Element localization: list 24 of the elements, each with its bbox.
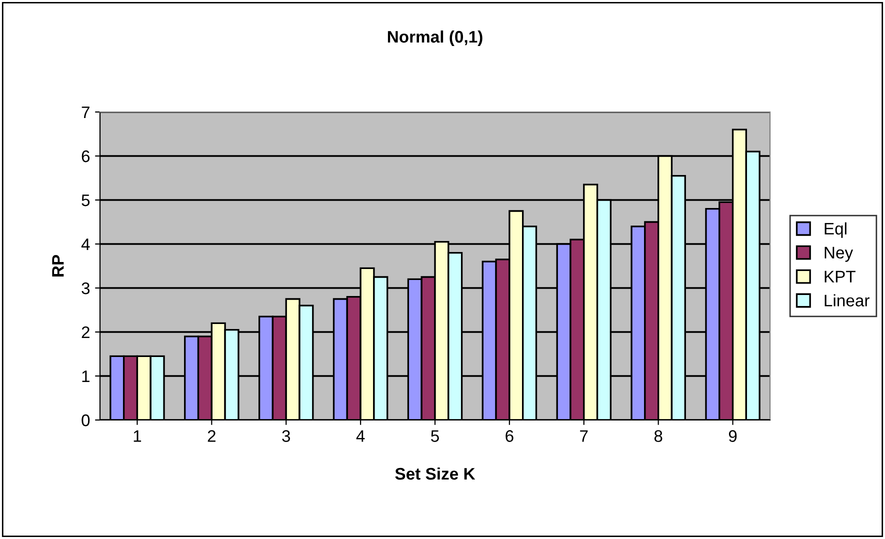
y-tick-label: 5 [82, 194, 90, 206]
legend-label: Eql [824, 222, 846, 238]
x-tick-label: 9 [728, 430, 737, 442]
y-axis-title: RP [52, 254, 64, 276]
x-tick-label: 7 [580, 430, 588, 442]
y-tick-label: 7 [82, 106, 90, 118]
x-tick-label: 6 [506, 430, 514, 442]
chart-title: Normal (0,1) [388, 30, 482, 46]
x-tick-label: 2 [208, 430, 216, 442]
y-tick-label: 0 [82, 414, 90, 426]
x-tick-label: 4 [356, 430, 365, 442]
y-tick-label: 6 [82, 150, 90, 162]
y-tick-label: 4 [81, 238, 90, 250]
legend-label: Linear [824, 294, 870, 306]
x-axis-title: Set Size K [395, 467, 476, 480]
x-tick-label: 3 [282, 430, 290, 442]
x-tick-label: 5 [431, 430, 439, 442]
legend-label: KPT [824, 270, 856, 282]
y-tick-label: 1 [82, 370, 90, 382]
y-tick-label: 3 [82, 282, 90, 294]
y-tick-label: 2 [82, 326, 90, 338]
x-tick-label: 1 [134, 430, 142, 442]
x-tick-label: 8 [654, 430, 662, 442]
legend-label: Ney [824, 246, 854, 262]
